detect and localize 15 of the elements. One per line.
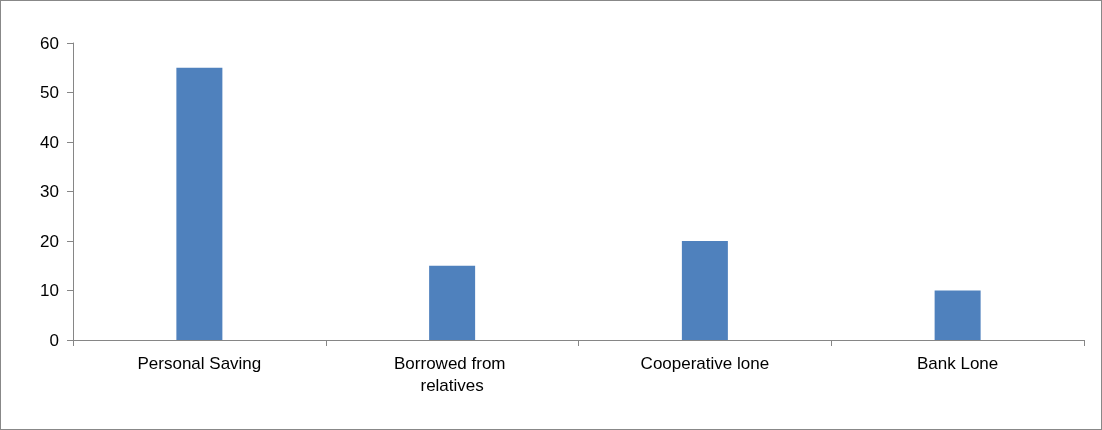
- y-tick-label: 50: [40, 83, 59, 102]
- x-tick-label: Bank Lone: [916, 353, 999, 373]
- y-tick-label: 30: [40, 182, 59, 201]
- bar: [429, 265, 476, 340]
- y-tick-label: 60: [40, 33, 59, 53]
- x-tick-label: Cooperative lone: [640, 353, 770, 373]
- y-tick-label: 10: [40, 281, 59, 300]
- bar: [681, 241, 728, 340]
- x-tick-label: Borrowed from relatives: [394, 353, 511, 395]
- bar: [934, 290, 981, 340]
- bar: [176, 67, 223, 340]
- y-tick-label: 40: [40, 132, 59, 152]
- x-tick-label: Personal Saving: [137, 353, 262, 373]
- y-tick-label: 20: [40, 231, 59, 251]
- y-tick-label: 0: [49, 330, 59, 350]
